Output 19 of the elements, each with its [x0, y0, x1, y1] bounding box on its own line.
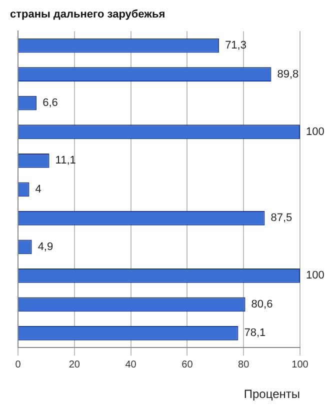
- data-label: 71,3: [225, 40, 246, 52]
- data-label: 78,1: [244, 327, 266, 340]
- x-tick-label: 40: [125, 359, 137, 370]
- x-axis-title: Проценты: [244, 387, 300, 402]
- data-label: 6,6: [42, 97, 58, 110]
- data-label: 4,9: [38, 240, 54, 253]
- data-label: 87,5: [270, 212, 292, 224]
- chart-title: страны дальнего зарубежья: [10, 8, 166, 21]
- x-tick-label: 80: [238, 359, 250, 370]
- data-label: 100: [306, 270, 324, 282]
- data-label: 11,1: [55, 154, 76, 167]
- x-tick-label: 60: [182, 359, 194, 370]
- data-label: 89,8: [277, 68, 299, 80]
- data-label: 4: [35, 183, 42, 196]
- data-label: 80,6: [251, 298, 273, 310]
- data-label: 100: [306, 126, 324, 138]
- x-tick-label: 20: [68, 359, 80, 370]
- x-tick-label: 100: [292, 359, 309, 370]
- x-tick-label: 0: [15, 359, 22, 370]
